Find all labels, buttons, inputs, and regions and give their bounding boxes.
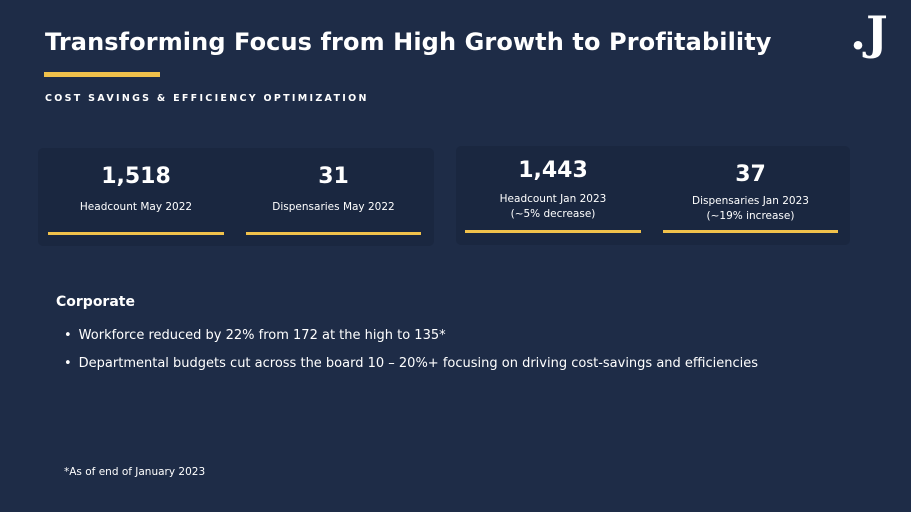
bullet-text: Departmental budgets cut across the boar…: [78, 356, 759, 371]
stat-value: 1,443: [518, 158, 588, 183]
stat-label: Headcount May 2022: [79, 201, 193, 213]
stats-card-may-2022: 1,518 Headcount May 2022 31 Dispensaries…: [38, 148, 434, 246]
stat-underline: [48, 232, 224, 235]
stat-value: 37: [735, 162, 766, 187]
bullet-dot: •: [64, 356, 72, 371]
stat-underline: [246, 232, 421, 235]
stat-underline: [663, 230, 838, 233]
stat-dispensaries-jan-2023: 37 Dispensaries Jan 2023 (~19% increase): [663, 164, 838, 224]
stat-note: (~5% decrease): [510, 208, 596, 220]
stat-note: (~19% increase): [706, 210, 795, 222]
stat-headcount-may-2022: 1,518 Headcount May 2022: [48, 166, 224, 215]
company-logo: .J: [850, 6, 888, 60]
corporate-heading: Corporate: [56, 294, 135, 310]
list-item: • Workforce reduced by 22% from 172 at th…: [64, 322, 758, 350]
stats-card-jan-2023: 1,443 Headcount Jan 2023 (~5% decrease) …: [456, 146, 850, 245]
stat-value: 1,518: [101, 164, 171, 189]
stat-value: 31: [318, 164, 349, 189]
stat-label: Dispensaries Jan 2023: [692, 195, 809, 207]
corporate-bullets: • Workforce reduced by 22% from 172 at th…: [64, 322, 758, 378]
stat-label: Dispensaries May 2022: [272, 201, 395, 213]
bullet-dot: •: [64, 328, 72, 343]
stat-dispensaries-may-2022: 31 Dispensaries May 2022: [246, 166, 421, 215]
footnote: *As of end of January 2023: [64, 466, 206, 478]
stat-label: Headcount Jan 2023: [499, 193, 607, 205]
bullet-text: Workforce reduced by 22% from 172 at the…: [78, 328, 446, 343]
stat-headcount-jan-2023: 1,443 Headcount Jan 2023 (~5% decrease): [465, 160, 641, 222]
title-underline: [44, 72, 160, 77]
slide-subtitle: COST SAVINGS & EFFICIENCY OPTIMIZATION: [45, 93, 369, 104]
slide-title: Transforming Focus from High Growth to P…: [45, 28, 772, 56]
stat-underline: [465, 230, 641, 233]
list-item: • Departmental budgets cut across the boa…: [64, 350, 758, 378]
